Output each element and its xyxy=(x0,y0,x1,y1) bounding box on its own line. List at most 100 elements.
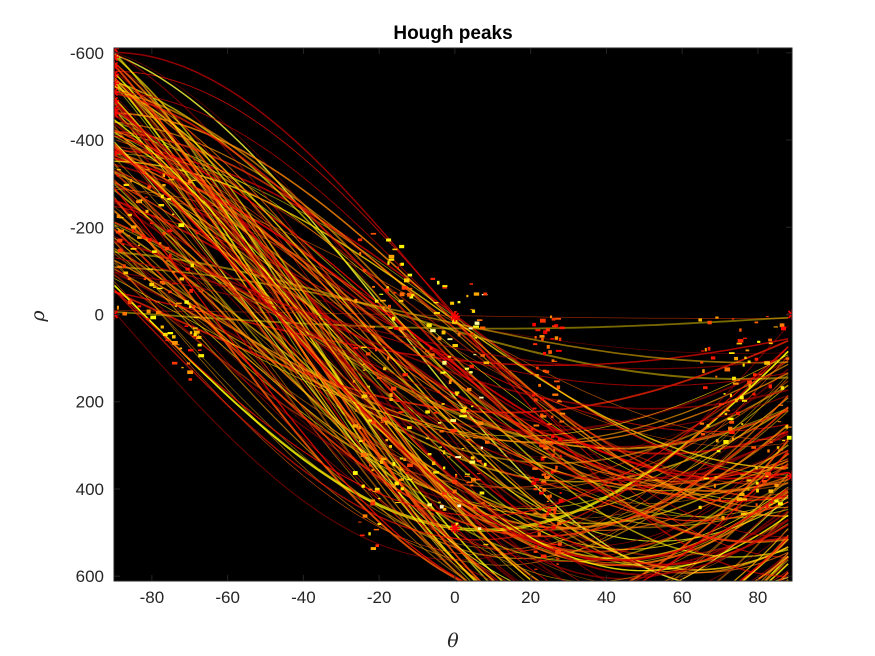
accumulator-cell xyxy=(767,449,769,452)
accumulator-cell xyxy=(443,508,447,511)
accumulator-cell xyxy=(169,254,172,258)
accumulator-cell xyxy=(555,550,561,554)
accumulator-cell xyxy=(543,514,547,518)
accumulator-cell xyxy=(703,478,709,479)
accumulator-cell xyxy=(369,464,372,466)
accumulator-cell xyxy=(167,198,171,200)
accumulator-cell xyxy=(725,367,731,371)
accumulator-cell xyxy=(781,433,784,434)
accumulator-cell xyxy=(453,344,458,347)
accumulator-cell xyxy=(546,512,549,515)
accumulator-cell xyxy=(380,460,383,464)
accumulator-cell xyxy=(553,449,555,452)
accumulator-cell xyxy=(729,352,735,354)
accumulator-cell xyxy=(136,200,141,203)
x-tick-label: -20 xyxy=(367,588,392,607)
accumulator-cell xyxy=(194,331,200,334)
accumulator-cell xyxy=(540,335,545,338)
accumulator-cell xyxy=(756,503,758,506)
accumulator-cell xyxy=(443,450,445,454)
accumulator-cell xyxy=(131,225,137,228)
accumulator-cell xyxy=(185,326,189,328)
accumulator-cell xyxy=(408,288,412,289)
accumulator-cell xyxy=(719,498,721,501)
accumulator-cell xyxy=(477,460,482,462)
accumulator-cell xyxy=(557,522,561,526)
accumulator-cell xyxy=(476,479,481,481)
accumulator-cell xyxy=(176,303,182,305)
chart-title: Hough peaks xyxy=(393,23,512,44)
accumulator-cell xyxy=(741,423,743,425)
accumulator-cell xyxy=(552,318,556,321)
accumulator-cell xyxy=(389,255,395,258)
accumulator-cell xyxy=(700,362,703,364)
accumulator-cell xyxy=(478,527,481,530)
accumulator-cell xyxy=(392,317,395,321)
accumulator-cell xyxy=(455,476,457,478)
accumulator-cell xyxy=(708,347,711,351)
x-tick-label: 0 xyxy=(450,588,459,607)
accumulator-cell xyxy=(407,426,412,429)
accumulator-cell xyxy=(180,277,185,280)
accumulator-cell xyxy=(453,422,456,423)
accumulator-cell xyxy=(752,393,755,396)
accumulator-cell xyxy=(539,525,542,526)
accumulator-cell xyxy=(778,502,783,505)
accumulator-cell xyxy=(190,331,192,334)
accumulator-cell xyxy=(552,359,555,362)
accumulator-cell xyxy=(534,569,537,570)
accumulator-cell xyxy=(703,386,708,389)
accumulator-cell xyxy=(382,417,387,421)
accumulator-cell xyxy=(469,371,472,373)
accumulator-cell xyxy=(747,381,752,385)
accumulator-cell xyxy=(147,310,151,314)
accumulator-cell xyxy=(375,348,377,351)
accumulator-cell xyxy=(555,318,561,320)
accumulator-cell xyxy=(759,374,762,375)
accumulator-cell xyxy=(165,247,169,251)
accumulator-cell xyxy=(359,440,363,442)
accumulator-cell xyxy=(471,456,475,459)
accumulator-cell xyxy=(434,412,438,414)
accumulator-cell xyxy=(122,243,125,245)
x-tick-label: -60 xyxy=(215,588,240,607)
accumulator-cell xyxy=(172,283,178,284)
accumulator-cell xyxy=(550,338,554,339)
accumulator-cell xyxy=(400,469,402,470)
accumulator-cell xyxy=(442,285,447,287)
accumulator-cell xyxy=(769,384,772,388)
accumulator-cell xyxy=(475,335,478,336)
accumulator-cell xyxy=(716,439,719,442)
accumulator-cell xyxy=(375,488,380,491)
accumulator-cell xyxy=(128,300,132,304)
accumulator-cell xyxy=(719,403,724,405)
accumulator-cell xyxy=(146,210,149,213)
accumulator-cell xyxy=(555,336,559,340)
accumulator-cell xyxy=(780,323,785,327)
accumulator-cell xyxy=(478,421,484,425)
accumulator-cell xyxy=(473,437,478,438)
accumulator-cell xyxy=(353,424,359,427)
accumulator-cell xyxy=(438,502,441,503)
accumulator-cell xyxy=(367,386,370,388)
accumulator-cell xyxy=(430,278,435,280)
accumulator-cell xyxy=(722,516,725,520)
accumulator-cell xyxy=(538,532,541,536)
accumulator-cell xyxy=(732,437,734,441)
y-axis-label: ρ xyxy=(27,310,49,323)
accumulator-cell xyxy=(438,336,442,340)
accumulator-cell xyxy=(777,446,780,449)
accumulator-cell xyxy=(774,500,778,502)
accumulator-cell xyxy=(117,266,122,268)
accumulator-cell xyxy=(381,458,387,460)
accumulator-cell xyxy=(548,350,552,354)
accumulator-cell xyxy=(368,532,370,535)
accumulator-cell xyxy=(481,447,483,450)
accumulator-cell xyxy=(551,544,557,545)
accumulator-cell xyxy=(407,293,411,297)
accumulator-cell xyxy=(147,318,150,320)
accumulator-cell xyxy=(701,433,705,435)
y-tick-label: -200 xyxy=(70,218,104,237)
accumulator-cell xyxy=(404,278,410,282)
